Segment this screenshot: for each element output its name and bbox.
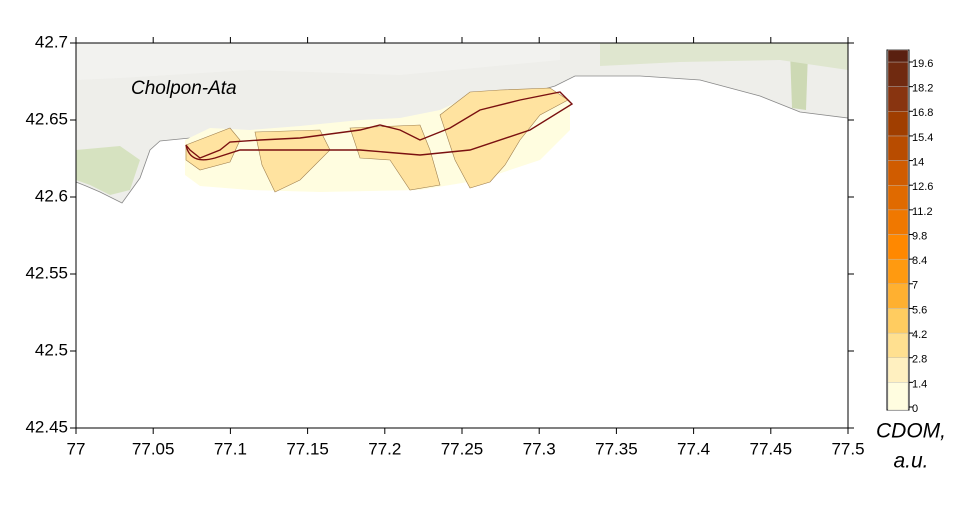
colorbar-cell [887, 234, 909, 260]
colorbar-label: 1.4 [912, 378, 927, 390]
cdom-contours [185, 87, 574, 193]
colorbar-label: 0 [912, 403, 918, 415]
land-patch [76, 146, 140, 195]
colorbar-cell [887, 357, 909, 383]
x-tick-label: 77.5 [831, 439, 864, 458]
x-tick-label: 77.1 [214, 439, 247, 458]
colorbar-cell [887, 185, 909, 211]
y-tick-label: 42.7 [35, 32, 68, 51]
colorbar-label: 14 [912, 156, 924, 168]
colorbar-cell [887, 209, 909, 235]
x-tick-label: 77.2 [368, 439, 401, 458]
y-tick-label: 42.55 [25, 263, 68, 282]
colorbar-cell [887, 332, 909, 358]
colorbar-label: 12.6 [912, 181, 933, 193]
colorbar-cell [887, 308, 909, 334]
land-patch [76, 43, 560, 80]
x-tick-label: 77.4 [677, 439, 710, 458]
y-tick-label: 42.65 [25, 109, 68, 128]
colorbar-label: 16.8 [912, 107, 933, 119]
place-label: Cholpon-Ata [131, 78, 237, 99]
colorbar-cell [887, 160, 909, 186]
x-tick-label: 77.35 [595, 439, 638, 458]
colorbar-cell [887, 382, 909, 411]
land-patch [790, 50, 808, 110]
y-tick-label: 42.45 [25, 417, 68, 436]
x-tick-label: 77.05 [132, 439, 175, 458]
y-tick-label: 42.6 [35, 186, 68, 205]
land-patch [600, 43, 848, 70]
colorbar-cell [887, 86, 909, 112]
x-tick-label: 77.15 [286, 439, 329, 458]
colorbar-label: 11.2 [912, 206, 933, 218]
colorbar-label: 2.8 [912, 354, 927, 366]
x-tick-label: 77 [67, 439, 86, 458]
colorbar-cell [887, 61, 909, 87]
colorbar-label: 18.2 [912, 83, 933, 95]
colorbar-title: CDOM, [876, 420, 946, 443]
colorbar-cell [887, 283, 909, 309]
x-tick-label: 77.25 [441, 439, 484, 458]
colorbar-cell [887, 258, 909, 284]
ship-track [185, 91, 574, 161]
x-tick-label: 77.45 [750, 439, 793, 458]
colorbar-cell [887, 49, 909, 63]
colorbar-cell [887, 135, 909, 161]
y-tick-label: 42.5 [35, 340, 68, 359]
colorbar-label: 7 [912, 280, 918, 292]
colorbar-label: 19.6 [912, 58, 933, 70]
colorbar-label: 4.2 [912, 329, 927, 341]
colorbar-label: 9.8 [912, 230, 927, 242]
colorbar-label: 15.4 [912, 132, 933, 144]
x-tick-label: 77.3 [523, 439, 556, 458]
colorbar-label: 5.6 [912, 304, 927, 316]
colorbar-title: a.u. [893, 450, 928, 473]
colorbar-label: 8.4 [912, 255, 927, 267]
colorbar-cell [887, 111, 909, 137]
basemap [75, 42, 849, 204]
